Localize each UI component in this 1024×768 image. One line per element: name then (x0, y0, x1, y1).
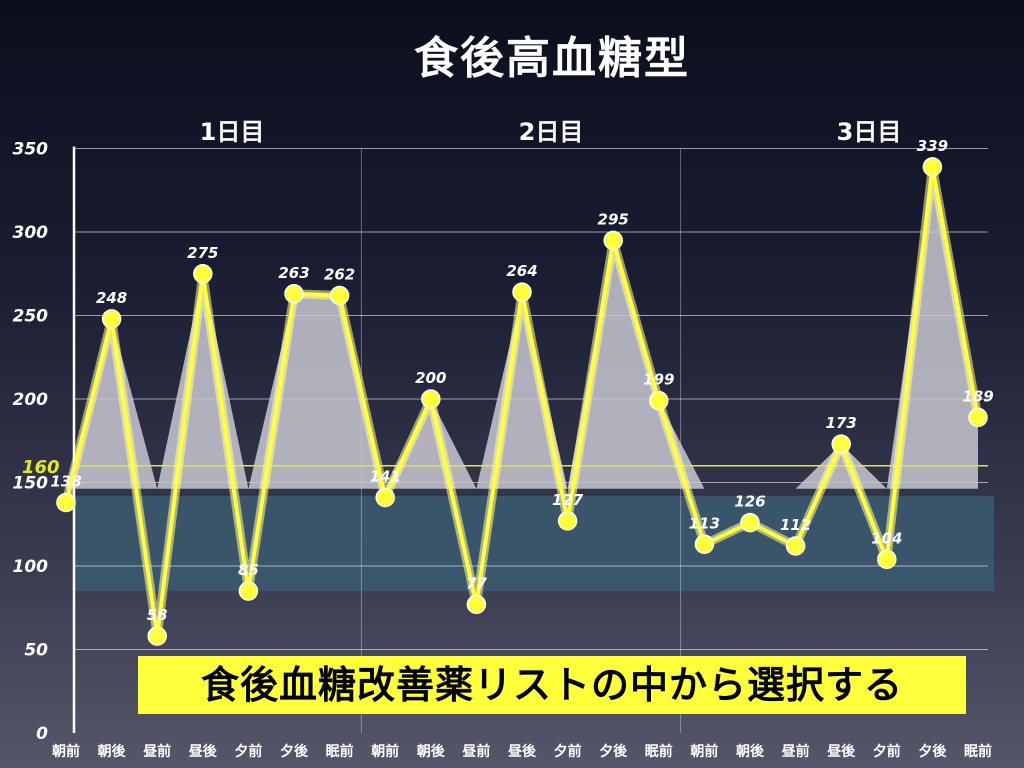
data-point-8 (421, 389, 441, 409)
data-point-19 (922, 157, 943, 177)
day-group-label-2: 3日目 (837, 118, 902, 146)
data-point-5 (284, 284, 304, 304)
x-tick-label-11: 夕前 (554, 743, 582, 760)
y-tick-label-7: 350 (13, 140, 49, 160)
day-group-label-1: 2日目 (519, 118, 584, 146)
data-point-1 (101, 309, 122, 329)
y-tick-label-1: 50 (24, 641, 48, 661)
x-tick-label-20: 眠前 (964, 743, 992, 760)
data-point-6 (329, 285, 350, 306)
data-label-3: 275 (187, 244, 218, 262)
y-tick-label-3: 150 (13, 474, 49, 494)
y-tick-label-0: 0 (36, 724, 48, 744)
data-point-18 (877, 549, 897, 570)
data-label-17: 173 (826, 414, 857, 432)
data-label-18: 104 (871, 529, 902, 547)
y-tick-label-2: 100 (13, 557, 49, 577)
recommendation-banner: 食後血糖改善薬リストの中から選択する (138, 656, 966, 714)
chart-title: 食後高血糖型 (414, 33, 690, 84)
x-tick-label-17: 昼後 (827, 743, 856, 760)
x-tick-label-16: 昼前 (782, 743, 810, 760)
data-label-10: 264 (506, 262, 537, 280)
data-label-15: 126 (734, 493, 765, 511)
data-point-10 (512, 282, 532, 302)
y-tick-label-6: 300 (13, 223, 49, 243)
x-tick-label-18: 夕前 (873, 743, 901, 760)
data-label-6: 262 (324, 265, 355, 283)
x-tick-label-10: 昼後 (508, 743, 537, 760)
y-tick-label-4: 200 (13, 390, 49, 410)
data-point-11 (557, 511, 578, 531)
data-label-14: 113 (689, 514, 720, 532)
data-point-2 (147, 626, 167, 646)
data-label-7: 141 (370, 468, 401, 486)
data-point-layer (56, 157, 988, 646)
data-point-0 (56, 492, 76, 513)
data-point-16 (785, 536, 806, 556)
y-tick-label-5: 250 (13, 307, 49, 327)
data-label-8: 200 (415, 369, 446, 387)
data-label-4: 85 (238, 561, 259, 579)
data-point-15 (740, 512, 760, 533)
data-point-9 (466, 594, 487, 615)
data-label-12: 295 (598, 210, 629, 228)
data-label-20: 189 (962, 387, 993, 405)
data-point-3 (193, 264, 213, 284)
x-tick-label-5: 夕後 (280, 743, 309, 760)
data-point-4 (238, 581, 259, 601)
x-tick-label-15: 朝後 (736, 743, 765, 760)
data-label-9: 77 (466, 574, 487, 592)
threshold-label: 160 (22, 457, 60, 478)
x-tick-label-1: 朝後 (98, 743, 127, 760)
data-label-16: 112 (780, 516, 811, 534)
x-tick-label-19: 夕後 (918, 743, 947, 760)
data-point-20 (968, 407, 988, 428)
data-label-5: 263 (278, 264, 309, 282)
x-tick-label-4: 夕前 (234, 743, 262, 760)
x-tick-label-2: 昼前 (143, 743, 171, 760)
x-tick-label-12: 夕後 (599, 743, 628, 760)
x-tick-label-8: 朝後 (417, 743, 446, 760)
target-band-layer (74, 495, 994, 592)
x-tick-label-13: 眠前 (645, 743, 673, 760)
tick-label-layer: 050100150200250300350朝前 朝後 昼前 昼後 夕前 夕後 眠前 朝前 朝後昼… (13, 118, 993, 760)
x-tick-label-3: 昼後 (189, 743, 218, 760)
x-tick-label-14: 朝前 (690, 743, 718, 760)
target-band (74, 495, 994, 592)
data-point-14 (694, 534, 715, 555)
data-label-0: 138 (50, 473, 81, 491)
x-tick-label-9: 昼前 (462, 743, 490, 760)
day-group-label-0: 1日目 (200, 118, 265, 146)
data-label-13: 199 (643, 371, 674, 389)
data-label-11: 127 (552, 491, 584, 509)
data-point-12 (603, 230, 623, 251)
data-label-2: 58 (147, 606, 168, 624)
x-tick-label-7: 朝前 (371, 743, 399, 760)
data-label-layer: 138 248 58 275 85 263 262 141 200 77 264 127 295 199 1… (50, 137, 993, 624)
data-point-17 (831, 434, 851, 454)
area-fill (66, 166, 978, 489)
data-label-19: 339 (917, 137, 948, 155)
data-point-7 (375, 487, 395, 508)
data-label-1: 248 (96, 289, 127, 307)
x-tick-label-0: 朝前 (52, 743, 80, 760)
area-layer (66, 166, 978, 489)
data-point-13 (649, 390, 669, 411)
x-tick-label-6: 眠前 (326, 743, 354, 760)
